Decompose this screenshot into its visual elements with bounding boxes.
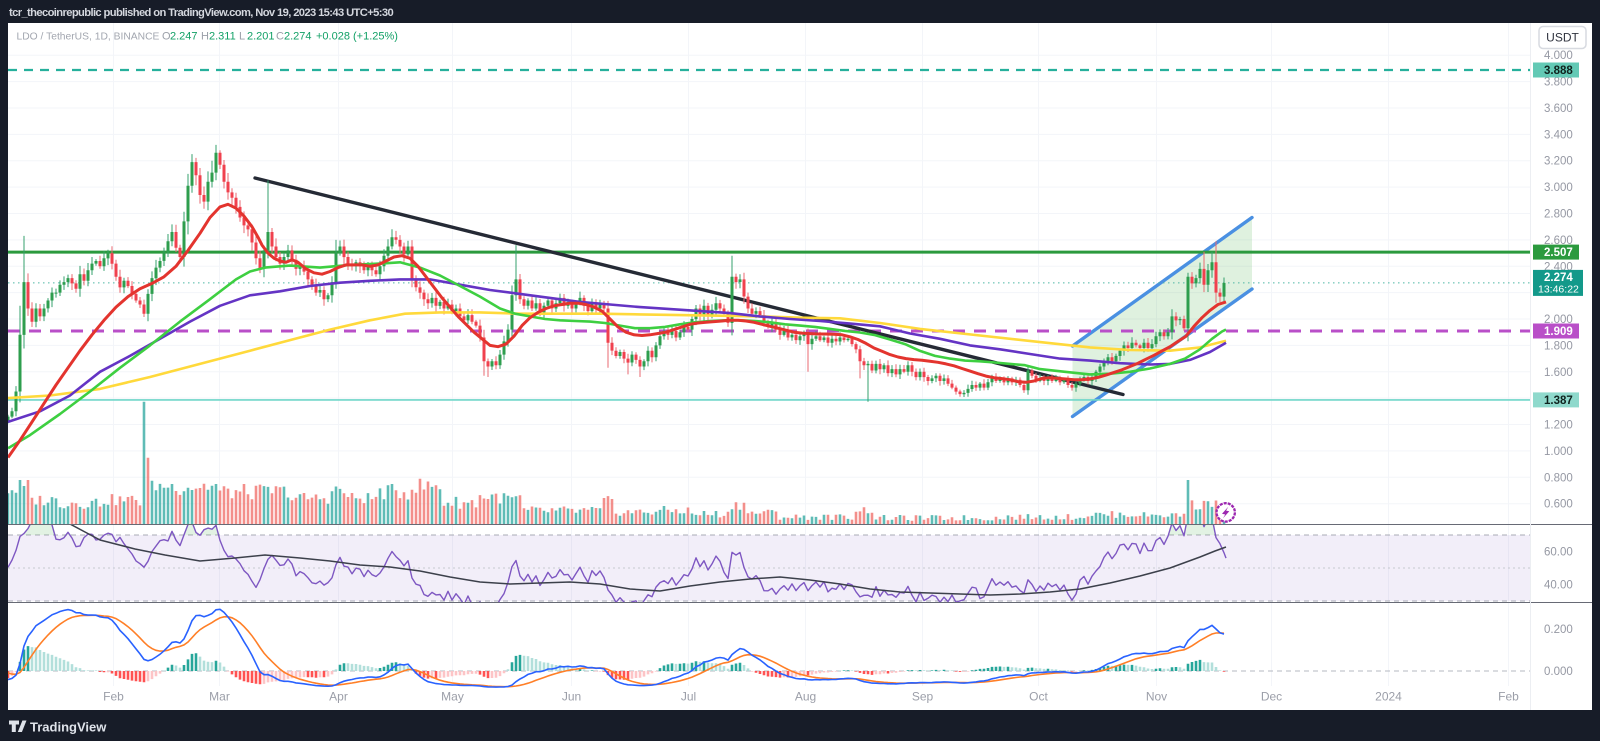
svg-text:Mar: Mar [209, 690, 230, 704]
svg-text:1.387: 1.387 [1544, 395, 1573, 407]
svg-text:Dec: Dec [1261, 690, 1282, 704]
svg-text:tcr_thecoinrepublic published: tcr_thecoinrepublic published on Trading… [9, 7, 393, 19]
svg-text:2.311: 2.311 [209, 31, 236, 43]
svg-text:2.274: 2.274 [1544, 272, 1573, 284]
svg-text:1.600: 1.600 [1544, 367, 1573, 379]
svg-text:Jun: Jun [562, 690, 581, 704]
svg-text:Oct: Oct [1029, 690, 1048, 704]
svg-text:H: H [201, 31, 209, 43]
svg-text:2.600: 2.600 [1544, 235, 1573, 247]
svg-text:Apr: Apr [329, 690, 348, 704]
svg-text:O: O [162, 31, 171, 43]
svg-text:TradingView: TradingView [30, 720, 107, 735]
svg-text:60.00: 60.00 [1544, 547, 1573, 559]
svg-text:Aug: Aug [795, 690, 816, 704]
svg-text:USDT: USDT [1546, 31, 1579, 45]
svg-text:L: L [239, 31, 245, 43]
svg-text:0.200: 0.200 [1544, 624, 1573, 636]
svg-text:C: C [276, 31, 284, 43]
svg-text:1.200: 1.200 [1544, 420, 1573, 432]
svg-text:0.800: 0.800 [1544, 472, 1573, 484]
svg-text:2.201: 2.201 [247, 31, 275, 43]
svg-text:Nov: Nov [1146, 690, 1167, 704]
svg-text:Feb: Feb [1498, 690, 1519, 704]
svg-text:0.000: 0.000 [1544, 666, 1573, 678]
svg-text:13:46:22: 13:46:22 [1538, 283, 1579, 295]
svg-text:2.000: 2.000 [1544, 314, 1573, 326]
svg-text:2024: 2024 [1375, 690, 1402, 704]
svg-text:1.000: 1.000 [1544, 446, 1573, 458]
svg-text:May: May [441, 690, 464, 704]
svg-text:Sep: Sep [912, 690, 934, 704]
svg-text:3.888: 3.888 [1544, 65, 1573, 77]
svg-text:Jul: Jul [681, 690, 696, 704]
svg-text:3.600: 3.600 [1544, 103, 1573, 115]
svg-text:2.507: 2.507 [1544, 247, 1573, 259]
svg-text:1.800: 1.800 [1544, 340, 1573, 352]
svg-text:+0.028 (+1.25%): +0.028 (+1.25%) [316, 31, 398, 43]
svg-text:2.247: 2.247 [170, 31, 198, 43]
svg-text:3.200: 3.200 [1544, 156, 1573, 168]
svg-text:Feb: Feb [103, 690, 124, 704]
svg-text:2.274: 2.274 [284, 31, 312, 43]
svg-text:4.000: 4.000 [1544, 50, 1573, 62]
svg-text:1.909: 1.909 [1544, 326, 1573, 338]
svg-text:3.000: 3.000 [1544, 182, 1573, 194]
svg-text:0.600: 0.600 [1544, 499, 1573, 511]
svg-text:LDO / TetherUS, 1D, BINANCE: LDO / TetherUS, 1D, BINANCE [17, 32, 160, 43]
svg-text:2.800: 2.800 [1544, 209, 1573, 221]
svg-text:40.00: 40.00 [1544, 580, 1573, 592]
svg-text:3.800: 3.800 [1544, 77, 1573, 89]
svg-text:3.400: 3.400 [1544, 129, 1573, 141]
